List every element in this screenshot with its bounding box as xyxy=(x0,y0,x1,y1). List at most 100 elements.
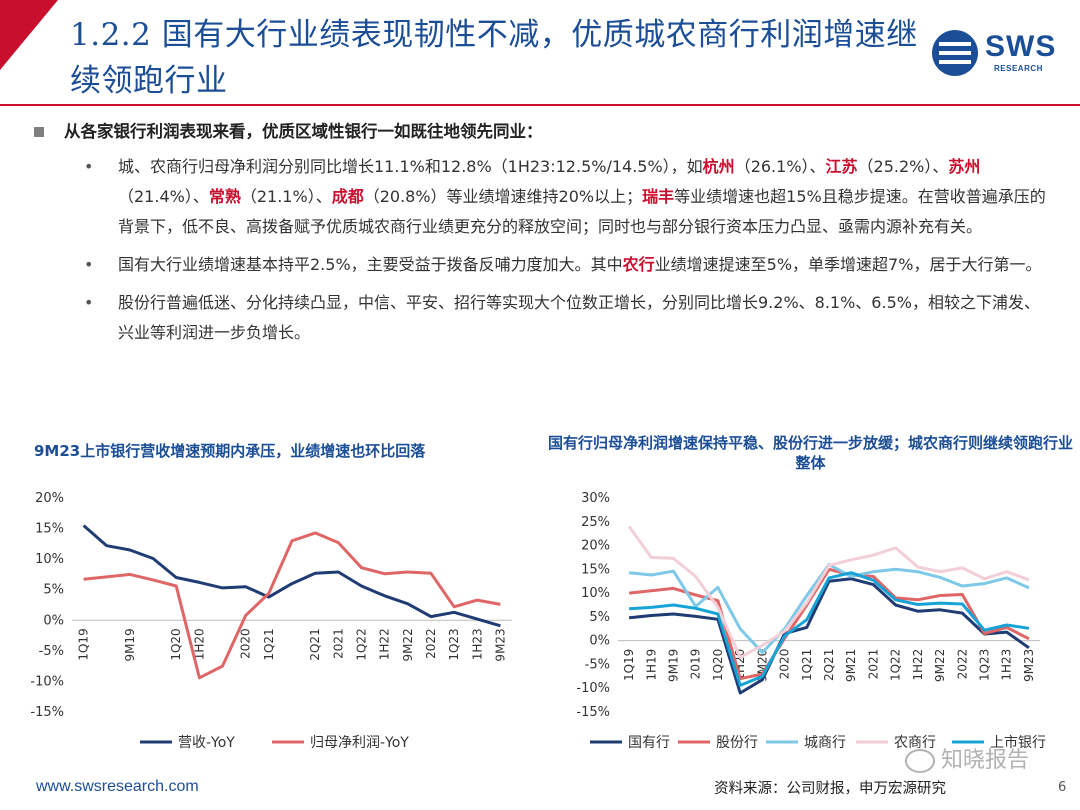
bullet-dot-icon: • xyxy=(84,293,94,312)
y-tick-label: 5% xyxy=(43,583,64,598)
y-tick-label: 10% xyxy=(581,586,610,601)
y-tick-label: 15% xyxy=(581,562,610,577)
legend-label: 城商行 xyxy=(804,735,846,751)
y-tick-label: 0% xyxy=(589,634,610,649)
y-tick-label: -5% xyxy=(585,657,610,672)
slide-body: 从各家银行利润表现来看，优质区域性银行一如既往地领先同业： • 城、农商行归母净利… xyxy=(34,118,1054,356)
left-chart-title: 9M23上市银行营收增速预期内承压，业绩增速也环比回落 xyxy=(34,442,426,460)
x-tick-label: 1Q23 xyxy=(977,649,991,681)
bullet-dot-icon: • xyxy=(84,157,94,176)
series-line-2 xyxy=(83,531,501,680)
bullet-text: （26.1%）、 xyxy=(734,157,826,176)
x-tick-label: 9M19 xyxy=(123,628,137,661)
x-tick-label: 1Q23 xyxy=(447,628,461,660)
slide-header: 1.2.2 国有大行业绩表现韧性不减，优质城农商行利润增速继续领跑行业 SWS … xyxy=(0,0,1080,108)
x-tick-label: 9M23 xyxy=(493,628,507,661)
x-tick-label: 2Q21 xyxy=(822,649,836,681)
logo-wordmark: SWS xyxy=(985,30,1057,63)
legend-label: 归母净利润-YoY xyxy=(310,734,409,751)
y-tick-label: 5% xyxy=(589,610,610,625)
legend-label: 营收-YoY xyxy=(178,735,235,751)
slide-title: 1.2.2 国有大行业绩表现韧性不减，优质城农商行利润增速继续领跑行业 xyxy=(70,17,918,99)
bullet-text: 股份行普遍低迷、分化持续凸显，中信、平安、招行等实现大个位数正增长，分别同比增长… xyxy=(118,293,1040,342)
x-tick-label: 1Q19 xyxy=(77,628,91,660)
y-tick-label: 0% xyxy=(43,613,64,628)
headline-text: 从各家银行利润表现来看，优质区域性银行一如既往地领先同业： xyxy=(64,122,543,141)
x-tick-label: 1Q19 xyxy=(622,649,636,681)
y-tick-label: 20% xyxy=(35,491,64,506)
highlighted-bank-name: 农行 xyxy=(622,255,655,274)
x-tick-label: 2022 xyxy=(955,649,969,680)
highlighted-bank-name: 常熟 xyxy=(208,187,241,206)
section-headline: 从各家银行利润表现来看，优质区域性银行一如既往地领先同业： xyxy=(34,118,1054,146)
legend-label: 股份行 xyxy=(716,735,758,751)
x-tick-label: 2022 xyxy=(424,628,438,659)
x-tick-label: 1H20 xyxy=(192,628,206,660)
watermark-text: 知晓报告 xyxy=(941,748,1030,773)
y-tick-label: 25% xyxy=(581,515,610,530)
highlighted-bank-name: 江苏 xyxy=(825,157,858,176)
x-tick-label: 1Q21 xyxy=(800,649,814,681)
series-line-4 xyxy=(627,525,1030,659)
series-line-5 xyxy=(629,571,1030,687)
series-line-1 xyxy=(628,577,1030,695)
bullet-text: 城、农商行归母净利润分别同比增长11.1%和12.8%（1H23:12.5%/1… xyxy=(118,157,703,176)
x-tick-label: 2020 xyxy=(778,649,792,680)
x-tick-label: 1Q20 xyxy=(169,628,183,660)
bullet-dot-icon: • xyxy=(84,255,94,274)
bullet-item: • 股份行普遍低迷、分化持续凸显，中信、平安、招行等实现大个位数正增长，分别同比增… xyxy=(34,288,1054,348)
sws-logo: SWS RESEARCH xyxy=(930,28,1070,78)
legend-label: 国有行 xyxy=(628,735,670,751)
y-tick-label: 10% xyxy=(35,552,64,567)
footer-website[interactable]: www.swsresearch.com xyxy=(36,778,199,795)
footer-source: 资料来源：公司财报，申万宏源研究 xyxy=(714,781,946,797)
x-tick-label: 2020 xyxy=(239,628,253,659)
sws-logo-icon xyxy=(932,30,978,76)
x-tick-label: 2Q21 xyxy=(308,628,322,660)
y-tick-label: -10% xyxy=(576,681,610,696)
x-tick-label: 2019 xyxy=(689,649,703,680)
bullet-text: 等业绩增速也超15%且稳步提速。在营收普遍承压的背景下，低不良、高拨备赋予优质城… xyxy=(118,187,1046,236)
bullet-item: • 国有大行业绩增速基本持平2.5%，主要受益于拨备反哺力度加大。其中农行业绩增速… xyxy=(34,250,1054,280)
logo-subtext: RESEARCH xyxy=(994,64,1043,73)
x-tick-label: 1H22 xyxy=(378,628,392,660)
left-chart: 20% 15% 10% 5% 0% -5% -10% -15% 1Q19 9M19 1Q20 1H20… xyxy=(30,491,512,751)
highlighted-bank-name: 苏州 xyxy=(948,157,981,176)
y-tick-label: 15% xyxy=(35,522,64,537)
title-accent-shape xyxy=(0,0,58,70)
x-tick-label: 1H22 xyxy=(911,649,925,681)
bullet-list: • 城、农商行归母净利润分别同比增长11.1%和12.8%（1H23:12.5%/… xyxy=(34,152,1054,348)
right-chart: 30% 25% 20% 15% 10% 5% 0% -5% -10% -15% 1Q19 1H19 9M… xyxy=(576,491,1046,751)
title-divider xyxy=(0,104,1080,106)
y-tick-label: -10% xyxy=(30,674,64,689)
y-tick-label: 20% xyxy=(581,539,610,554)
x-tick-label: 1H23 xyxy=(470,628,484,660)
x-tick-label: 1Q22 xyxy=(889,649,903,681)
legend-label: 上市银行 xyxy=(990,734,1046,751)
x-tick-label: 9M22 xyxy=(933,649,947,682)
bullet-text: 国有大行业绩增速基本持平2.5%，主要受益于拨备反哺力度加大。其中 xyxy=(118,255,623,274)
bullet-text: 业绩增速提速至5%，单季增速超7%，居于大行第一。 xyxy=(654,255,1042,274)
x-tick-label: 1H23 xyxy=(1000,649,1014,681)
highlighted-bank-name: 杭州 xyxy=(702,157,735,176)
y-tick-label: -15% xyxy=(576,705,610,720)
bullet-text: （21.4%）、 xyxy=(118,187,209,206)
x-tick-label: 1Q22 xyxy=(354,628,368,660)
bullet-text: （20.8%）等业绩增速维持20%以上； xyxy=(363,187,643,206)
x-tick-label: 1Q20 xyxy=(711,649,725,681)
bullet-item: • 城、农商行归母净利润分别同比增长11.1%和12.8%（1H23:12.5%/… xyxy=(34,152,1054,242)
y-tick-label: -15% xyxy=(30,705,64,720)
legend-label: 农商行 xyxy=(894,735,936,751)
x-tick-label: 1H19 xyxy=(644,649,658,681)
y-tick-label: -5% xyxy=(39,644,64,659)
y-tick-label: 30% xyxy=(581,491,610,506)
x-tick-label: 9M22 xyxy=(401,628,415,661)
square-bullet-icon xyxy=(34,127,44,137)
x-tick-label: 9M21 xyxy=(844,649,858,682)
right-chart-title: 国有行归母净利润增速保持平稳、股份行进一步放缓；城农商行则继续领跑行业整体 xyxy=(548,434,1074,472)
page-number: 6 xyxy=(1058,780,1067,795)
watermark: 知晓报告 xyxy=(905,742,1029,774)
x-tick-label: 1Q21 xyxy=(262,628,276,660)
x-tick-label: 9M19 xyxy=(667,649,681,682)
bullet-text: （25.2%）、 xyxy=(857,157,949,176)
